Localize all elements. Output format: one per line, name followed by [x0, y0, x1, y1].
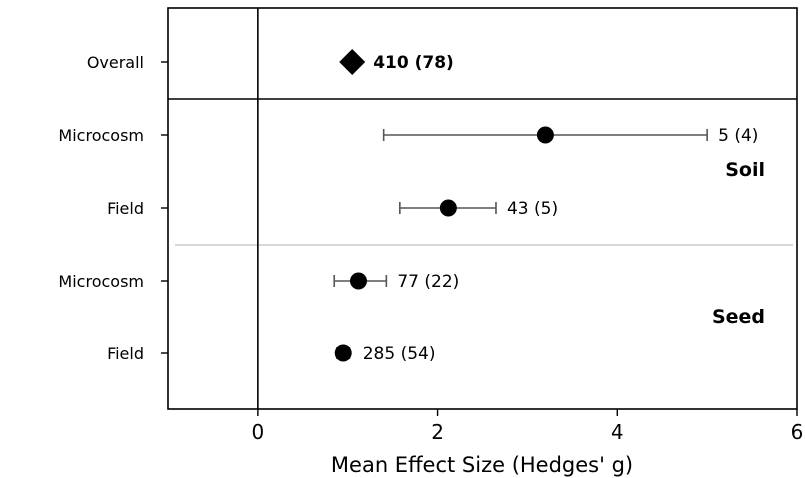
sample-size-annotation: 285 (54) — [363, 344, 436, 364]
row-label: Field — [107, 344, 144, 363]
sample-size-annotation: 5 (4) — [718, 126, 758, 146]
row-label: Field — [107, 199, 144, 218]
row-label: Overall — [87, 53, 144, 72]
sample-size-annotation: 77 (22) — [397, 272, 459, 292]
x-tick-label: 0 — [251, 420, 264, 444]
plot-structure — [161, 7, 798, 416]
sample-size-annotation: 43 (5) — [507, 199, 558, 219]
row-label: Microcosm — [58, 272, 144, 291]
overall-diamond-marker — [339, 49, 366, 75]
x-tick-label: 6 — [791, 420, 804, 444]
x-axis-label: Mean Effect Size (Hedges' g) — [331, 453, 633, 477]
plot-text: 0 2 4 6 Overall 410 (78) Microcosm 5 (4) Field 43… — [58, 53, 803, 444]
group-label: Soil — [725, 159, 765, 181]
mean-point — [439, 199, 457, 217]
plot-marks — [333, 49, 708, 362]
mean-point — [334, 344, 352, 362]
x-tick-label: 4 — [611, 420, 624, 444]
row-label: Microcosm — [58, 126, 144, 145]
group-label: Seed — [712, 306, 765, 328]
mean-point — [349, 272, 367, 290]
x-tick-label: 2 — [431, 420, 444, 444]
sample-size-annotation: 410 (78) — [373, 53, 454, 73]
mean-point — [536, 126, 554, 144]
